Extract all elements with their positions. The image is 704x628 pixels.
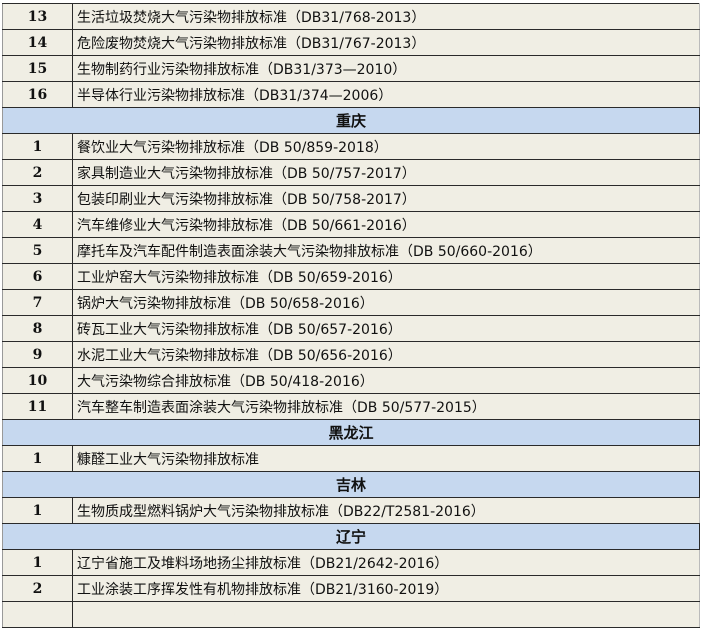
section-header-row: 辽宁 (2, 523, 700, 550)
row-number: 1 (2, 549, 73, 576)
table-row: 5 摩托车及汽车配件制造表面涂装大气污染物排放标准（DB 50/660-2016） (2, 237, 700, 264)
row-number: 2 (2, 575, 73, 602)
standard-name: 生物制药行业污染物排放标准（DB31/373—2010） (72, 55, 700, 82)
table-row: 3 包装印刷业大气污染物排放标准（DB 50/758-2017） (2, 185, 700, 212)
table-row: 1 餐饮业大气污染物排放标准（DB 50/859-2018） (2, 133, 700, 160)
row-number: 4 (2, 211, 73, 238)
standard-name: 生物质成型燃料锅炉大气污染物排放标准（DB22/T2581-2016） (72, 497, 700, 524)
row-number: 9 (2, 341, 73, 368)
standard-name: 砖瓦工业大气污染物排放标准（DB 50/657-2016） (72, 315, 700, 342)
section-title: 黑龙江 (2, 419, 700, 446)
standard-name: 糠醛工业大气污染物排放标准 (72, 445, 700, 472)
standard-name: 生活垃圾焚烧大气污染物排放标准（DB31/768-2013） (72, 3, 700, 30)
row-number: 16 (2, 81, 73, 108)
table-row: 2 工业涂装工序挥发性有机物排放标准（DB21/3160-2019） (2, 575, 700, 602)
table-row: 7 锅炉大气污染物排放标准（DB 50/658-2016） (2, 289, 700, 316)
table-row: 9 水泥工业大气污染物排放标准（DB 50/656-2016） (2, 341, 700, 368)
table-row: 1 生物质成型燃料锅炉大气污染物排放标准（DB22/T2581-2016） (2, 497, 700, 524)
row-number: 6 (2, 263, 73, 290)
table-row: 16 半导体行业污染物排放标准（DB31/374—2006） (2, 81, 700, 108)
table-row: 2 家具制造业大气污染物排放标准（DB 50/757-2017） (2, 159, 700, 186)
standard-name: 家具制造业大气污染物排放标准（DB 50/757-2017） (72, 159, 700, 186)
section-header-row: 重庆 (2, 107, 700, 134)
table-row: 15 生物制药行业污染物排放标准（DB31/373—2010） (2, 55, 700, 82)
standard-name: 辽宁省施工及堆料场地扬尘排放标准（DB21/2642-2016） (72, 549, 700, 576)
standard-name: 锅炉大气污染物排放标准（DB 50/658-2016） (72, 289, 700, 316)
row-number: 2 (2, 159, 73, 186)
section-header-row: 黑龙江 (2, 419, 700, 446)
standard-name (72, 601, 700, 628)
standards-table: 13 生活垃圾焚烧大气污染物排放标准（DB31/768-2013） 14 危险废物焚烧… (2, 3, 700, 628)
row-number: 1 (2, 497, 73, 524)
table-row: 1 糠醛工业大气污染物排放标准 (2, 445, 700, 472)
standard-name: 餐饮业大气污染物排放标准（DB 50/859-2018） (72, 133, 700, 160)
row-number (2, 601, 73, 628)
standard-name: 危险废物焚烧大气污染物排放标准（DB31/767-2013） (72, 29, 700, 56)
table-row: 1 辽宁省施工及堆料场地扬尘排放标准（DB21/2642-2016） (2, 549, 700, 576)
row-number: 15 (2, 55, 73, 82)
table-row: 6 工业炉窑大气污染物排放标准（DB 50/659-2016） (2, 263, 700, 290)
table-row: 10 大气污染物综合排放标准（DB 50/418-2016） (2, 367, 700, 394)
table-row: 8 砖瓦工业大气污染物排放标准（DB 50/657-2016） (2, 315, 700, 342)
row-number: 1 (2, 133, 73, 160)
section-title: 辽宁 (2, 523, 700, 550)
standard-name: 工业涂装工序挥发性有机物排放标准（DB21/3160-2019） (72, 575, 700, 602)
section-title: 重庆 (2, 107, 700, 134)
row-number: 1 (2, 445, 73, 472)
row-number: 3 (2, 185, 73, 212)
table-row (2, 601, 700, 628)
section-header-row: 吉林 (2, 471, 700, 498)
standard-name: 工业炉窑大气污染物排放标准（DB 50/659-2016） (72, 263, 700, 290)
standard-name: 汽车整车制造表面涂装大气污染物排放标准（DB 50/577-2015） (72, 393, 700, 420)
table-row: 14 危险废物焚烧大气污染物排放标准（DB31/767-2013） (2, 29, 700, 56)
row-number: 7 (2, 289, 73, 316)
row-number: 11 (2, 393, 73, 420)
table-row: 13 生活垃圾焚烧大气污染物排放标准（DB31/768-2013） (2, 3, 700, 30)
standard-name: 摩托车及汽车配件制造表面涂装大气污染物排放标准（DB 50/660-2016） (72, 237, 700, 264)
row-number: 13 (2, 3, 73, 30)
row-number: 8 (2, 315, 73, 342)
standard-name: 大气污染物综合排放标准（DB 50/418-2016） (72, 367, 700, 394)
table-row: 11 汽车整车制造表面涂装大气污染物排放标准（DB 50/577-2015） (2, 393, 700, 420)
section-title: 吉林 (2, 471, 700, 498)
row-number: 14 (2, 29, 73, 56)
row-number: 5 (2, 237, 73, 264)
standard-name: 水泥工业大气污染物排放标准（DB 50/656-2016） (72, 341, 700, 368)
table-row: 4 汽车维修业大气污染物排放标准（DB 50/661-2016） (2, 211, 700, 238)
row-number: 10 (2, 367, 73, 394)
standard-name: 包装印刷业大气污染物排放标准（DB 50/758-2017） (72, 185, 700, 212)
standard-name: 汽车维修业大气污染物排放标准（DB 50/661-2016） (72, 211, 700, 238)
standard-name: 半导体行业污染物排放标准（DB31/374—2006） (72, 81, 700, 108)
